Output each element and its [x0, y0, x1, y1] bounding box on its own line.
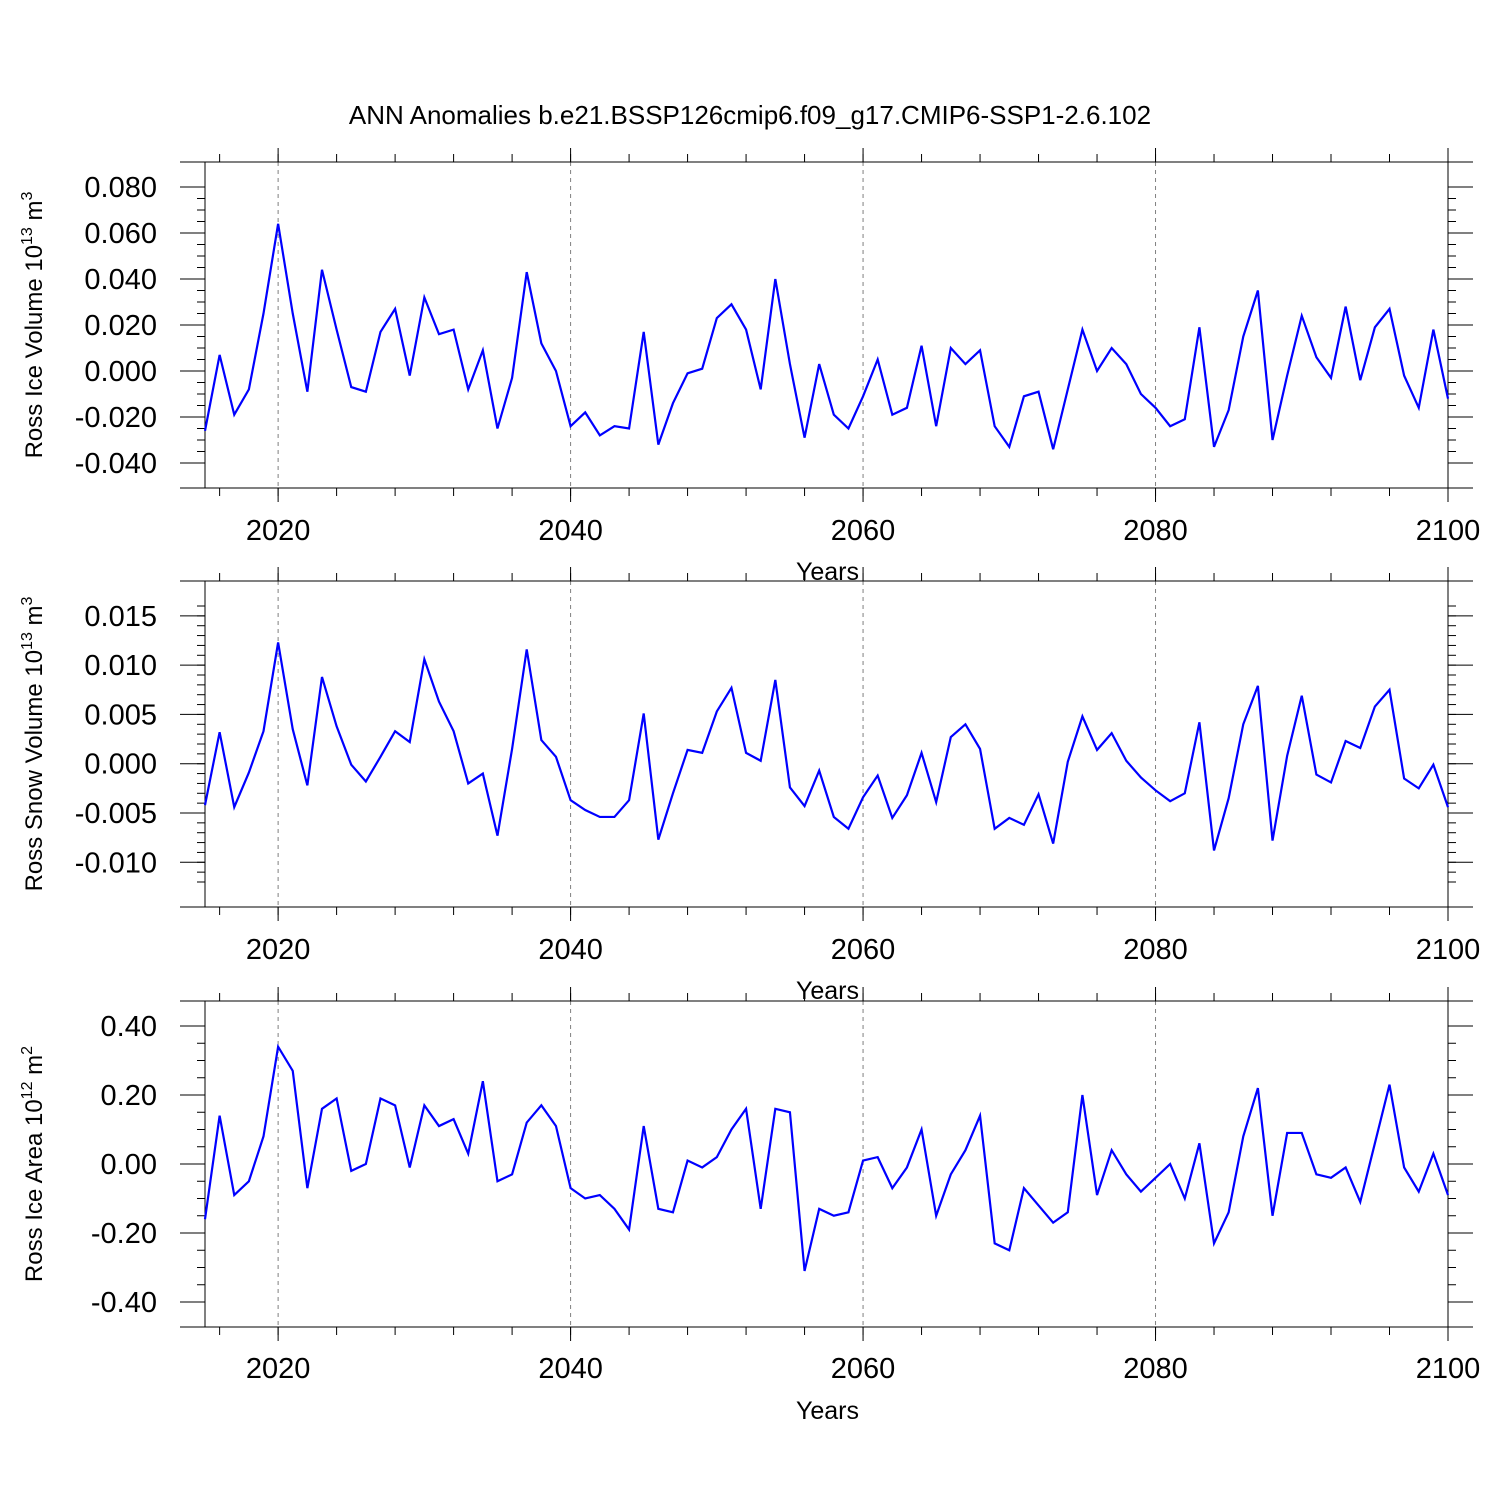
ross-ice-volume-y-tick-label: 0.060 [84, 218, 157, 250]
ross-ice-volume-series-line [203, 223, 1450, 450]
ross-ice-volume-x-tick-label-2040: 2040 [538, 515, 603, 547]
ross-ice-area-y-axis-label: Ross Ice Area 1012 m2 [19, 1046, 48, 1282]
ross-snow-volume-x-tick-label-2060: 2060 [831, 934, 896, 966]
ross-ice-volume-y-axis-label: Ross Ice Volume 1013 m3 [19, 191, 48, 458]
ross-ice-volume-x-tick-label-2080: 2080 [1123, 515, 1188, 547]
ross-ice-volume-y-tick-label: 0.020 [84, 310, 157, 342]
ross-snow-volume-x-tick-label-2020: 2020 [246, 934, 311, 966]
ross-snow-volume-y-tick-label: -0.010 [75, 847, 157, 879]
ross-ice-area-x-axis-label: Years [796, 1397, 859, 1425]
ross-snow-volume-y-tick-label: 0.005 [84, 699, 157, 731]
ross-ice-volume-x-tick-label-2020: 2020 [246, 515, 311, 547]
ross-snow-volume-y-axis-label: Ross Snow Volume 1013 m3 [19, 596, 48, 891]
ross-snow-volume-y-tick-label: 0.010 [84, 650, 157, 682]
ross-ice-volume-y-tick-label: 0.040 [84, 264, 157, 296]
ross-snow-volume-series-line [203, 642, 1450, 851]
ross-snow-volume-x-tick-label-2080: 2080 [1123, 934, 1188, 966]
ross-ice-volume-y-tick-label: 0.000 [84, 356, 157, 388]
ross-ice-area-y-tick-label: -0.40 [91, 1287, 157, 1319]
ross-snow-volume-y-tick-label: 0.015 [84, 601, 157, 633]
ross-ice-area-x-tick-label-2040: 2040 [538, 1353, 603, 1385]
ross-snow-volume-x-tick-label-2100: 2100 [1416, 934, 1481, 966]
ross-ice-area-series-line [203, 1043, 1450, 1272]
ross-ice-volume-y-tick-label: -0.040 [75, 448, 157, 480]
ross-snow-volume-y-tick-label: 0.000 [84, 749, 157, 781]
ross-ice-volume-y-tick-label: -0.020 [75, 402, 157, 434]
ross-ice-volume-y-tick-label: 0.080 [84, 172, 157, 204]
panel-ross-ice-volume: 2020 2040 2060 2080 2100 -0.040 -0.020 0.000 0.0… [19, 148, 1480, 586]
ross-ice-area-x-tick-label-2080: 2080 [1123, 1353, 1188, 1385]
ross-snow-volume-x-axis-label: Years [796, 977, 859, 1005]
ross-ice-area-y-tick-label: 0.40 [101, 1011, 157, 1043]
ross-ice-area-y-tick-label: 0.20 [101, 1080, 157, 1112]
ross-ice-volume-x-tick-label-2060: 2060 [831, 515, 896, 547]
panel-ross-snow-volume: 2020 2040 2060 2080 2100 -0.010 -0.005 0.000 0.0… [19, 567, 1480, 1005]
ross-ice-area-x-tick-label-2060: 2060 [831, 1353, 896, 1385]
ross-ice-area-y-tick-label: 0.00 [101, 1149, 157, 1181]
ross-snow-volume-x-tick-label-2040: 2040 [538, 934, 603, 966]
figure-title: ANN Anomalies b.e21.BSSP126cmip6.f09_g17… [349, 100, 1151, 130]
ross-ice-area-x-tick-label-2100: 2100 [1416, 1353, 1481, 1385]
ross-ice-area-x-tick-label-2020: 2020 [246, 1353, 311, 1385]
ross-snow-volume-y-tick-label: -0.005 [75, 798, 157, 830]
ross-ice-volume-x-tick-label-2100: 2100 [1416, 515, 1481, 547]
ross-ice-area-y-tick-label: -0.20 [91, 1218, 157, 1250]
ross-ice-volume-x-axis-label: Years [796, 558, 859, 586]
panel-ross-ice-area: 2020 2040 2060 2080 2100 -0.40 -0.20 0.00 0.20 0.… [19, 987, 1480, 1425]
